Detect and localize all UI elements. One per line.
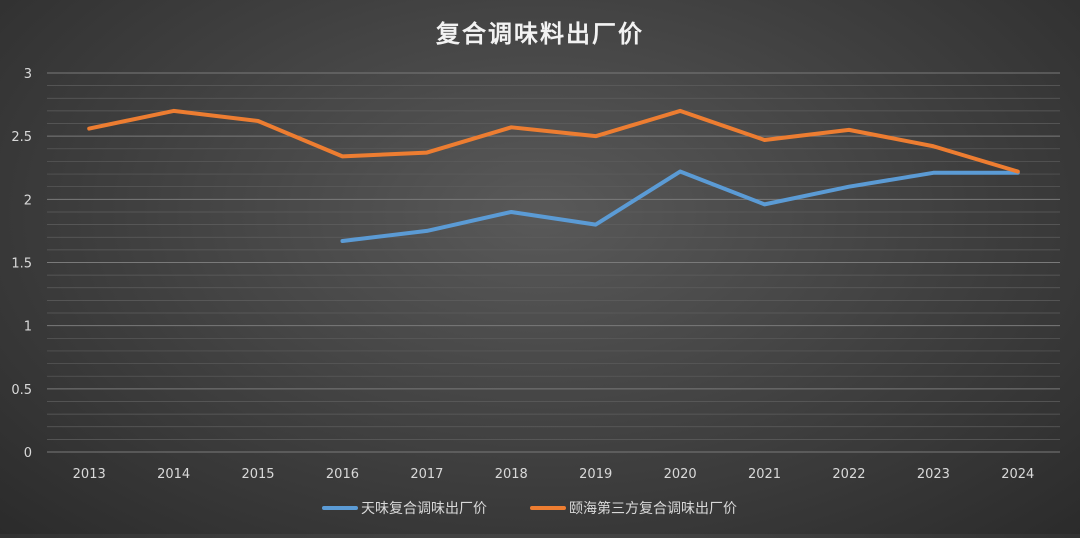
- y-tick-label: 2.5: [11, 130, 32, 145]
- x-tick-label: 2015: [241, 467, 274, 482]
- y-tick-label: 3: [24, 67, 32, 82]
- x-tick-label: 2022: [832, 467, 865, 482]
- grid-lines: [47, 72, 1060, 453]
- x-tick-label: 2019: [579, 467, 612, 482]
- y-tick-label: 0.5: [11, 383, 32, 398]
- x-tick-label: 2013: [73, 467, 106, 482]
- x-tick-label: 2018: [495, 467, 528, 482]
- series-line-1: [340, 169, 1020, 244]
- x-tick-label: 2014: [157, 467, 190, 482]
- x-tick-label: 2016: [326, 467, 359, 482]
- x-tick-label: 2020: [664, 467, 697, 482]
- y-tick-label: 2: [24, 193, 32, 208]
- x-tick-label: 2017: [410, 467, 443, 482]
- series-lines: [87, 108, 1020, 244]
- series-line-2: [87, 108, 1020, 174]
- chart-title: 复合调味料出厂价: [435, 20, 644, 48]
- y-tick-label: 1.5: [11, 257, 32, 272]
- legend-label: 颐海第三方复合调味出厂价: [569, 500, 737, 517]
- legend-label: 天味复合调味出厂价: [361, 500, 487, 517]
- y-tick-label: 0: [24, 446, 32, 461]
- x-axis-ticks: 2013 2014 2015 2016 2017 2018 2019 2020 2021 2022…: [73, 467, 1035, 482]
- x-tick-label: 2024: [1001, 467, 1034, 482]
- y-axis-ticks: 0 0.5 1 1.5 2 2.5 3: [11, 67, 32, 461]
- x-tick-label: 2021: [748, 467, 781, 482]
- legend: 天味复合调味出厂价 颐海第三方复合调味出厂价: [322, 500, 737, 517]
- x-tick-label: 2023: [917, 467, 950, 482]
- y-tick-label: 1: [24, 320, 32, 335]
